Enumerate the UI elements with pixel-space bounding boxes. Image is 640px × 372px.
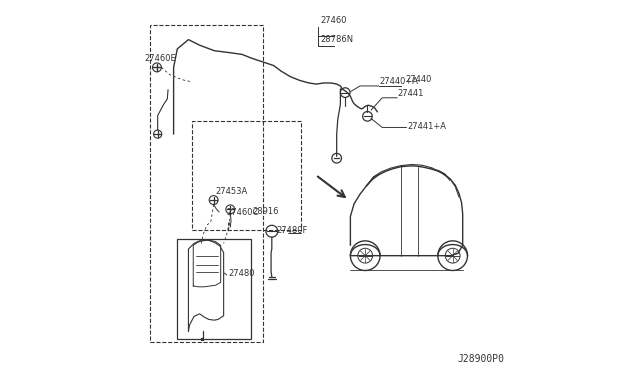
Text: 27440: 27440 (405, 75, 431, 84)
Text: 27453A: 27453A (216, 187, 248, 196)
Text: 27460E: 27460E (144, 54, 176, 63)
Text: 27441+A: 27441+A (407, 122, 446, 131)
Text: 27480: 27480 (228, 269, 255, 278)
Bar (192, 121, 301, 231)
Bar (150, 25, 262, 341)
Bar (177, 238, 252, 339)
Text: 27460: 27460 (320, 16, 346, 25)
Text: 28916: 28916 (253, 207, 279, 216)
Text: J28900P0: J28900P0 (457, 354, 504, 364)
Text: 27480F: 27480F (276, 227, 308, 235)
Text: 28786N: 28786N (320, 35, 353, 44)
Text: 27441: 27441 (398, 89, 424, 98)
Text: 27460C: 27460C (227, 208, 259, 217)
Text: 27440+A: 27440+A (380, 77, 419, 86)
